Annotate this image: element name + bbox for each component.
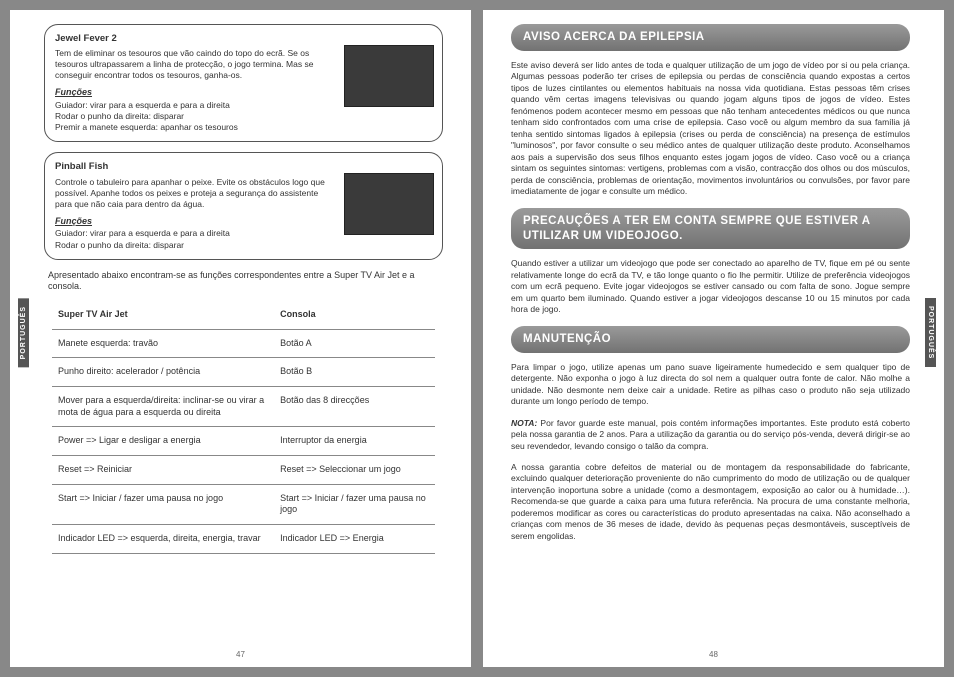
section-heading-maintenance: MANUTENÇÃO [511, 326, 910, 353]
left-page: PORTUGUÊS Jewel Fever 2 Tem de eliminar … [10, 10, 471, 667]
table-intro: Apresentado abaixo encontram-se as funçõ… [48, 270, 439, 293]
table-row: Start => Iniciar / fazer uma pausa no jo… [52, 484, 435, 524]
note-paragraph: NOTA: Por favor guarde este manual, pois… [511, 418, 910, 452]
table-cell: Interruptor da energia [274, 427, 435, 456]
paragraph: Para limpar o jogo, utilize apenas um pa… [511, 362, 910, 408]
table-row: Mover para a esquerda/direita: inclinar-… [52, 387, 435, 427]
table-header: Consola [274, 301, 435, 329]
language-tab-right: PORTUGUÊS [925, 298, 936, 367]
note-text: Por favor guarde este manual, pois conté… [511, 418, 910, 451]
game-title: Jewel Fever 2 [55, 33, 432, 45]
table-cell: Start => Iniciar / fazer uma pausa no jo… [52, 484, 274, 524]
table-cell: Botão das 8 direcções [274, 387, 435, 427]
table-cell: Power => Ligar e desligar a energia [52, 427, 274, 456]
table-cell: Mover para a esquerda/direita: inclinar-… [52, 387, 274, 427]
table-row: Indicador LED => esquerda, direita, ener… [52, 525, 435, 554]
page-number: 48 [709, 650, 718, 659]
table-cell: Botão B [274, 358, 435, 387]
paragraph: A nossa garantia cobre defeitos de mater… [511, 462, 910, 542]
controls-table: Super TV Air Jet Consola Manete esquerda… [52, 301, 435, 554]
page-number: 47 [236, 650, 245, 659]
table-cell: Indicador LED => Energia [274, 525, 435, 554]
table-row: Manete esquerda: travãoBotão A [52, 329, 435, 358]
table-row: Power => Ligar e desligar a energiaInter… [52, 427, 435, 456]
table-header: Super TV Air Jet [52, 301, 274, 329]
table-cell: Reset => Seleccionar um jogo [274, 456, 435, 485]
table-cell: Punho direito: acelerador / potência [52, 358, 274, 387]
screenshot-jewel-fever [344, 45, 434, 107]
screenshot-pinball-fish [344, 173, 434, 235]
paragraph: Quando estiver a utilizar um videojogo q… [511, 258, 910, 315]
table-row: Punho direito: acelerador / potênciaBotã… [52, 358, 435, 387]
section-heading-epilepsy: AVISO ACERCA DA EPILEPSIA [511, 24, 910, 51]
table-cell: Botão A [274, 329, 435, 358]
table-cell: Reset => Reiniciar [52, 456, 274, 485]
table-cell: Manete esquerda: travão [52, 329, 274, 358]
table-cell: Start => Iniciar / fazer uma pausa no jo… [274, 484, 435, 524]
game-box-jewel-fever: Jewel Fever 2 Tem de eliminar os tesouro… [44, 24, 443, 142]
language-tab-left: PORTUGUÊS [18, 298, 29, 367]
table-cell: Indicador LED => esquerda, direita, ener… [52, 525, 274, 554]
section-heading-precautions: PRECAUÇÕES A TER EM CONTA SEMPRE QUE EST… [511, 208, 910, 250]
paragraph: Este aviso deverá ser lido antes de toda… [511, 60, 910, 198]
table-row: Reset => ReiniciarReset => Seleccionar u… [52, 456, 435, 485]
game-box-pinball-fish: Pinball Fish Controle o tabuleiro para a… [44, 152, 443, 259]
game-title: Pinball Fish [55, 161, 432, 173]
right-page: PORTUGUÊS AVISO ACERCA DA EPILEPSIA Este… [483, 10, 944, 667]
note-label: NOTA: [511, 418, 537, 428]
